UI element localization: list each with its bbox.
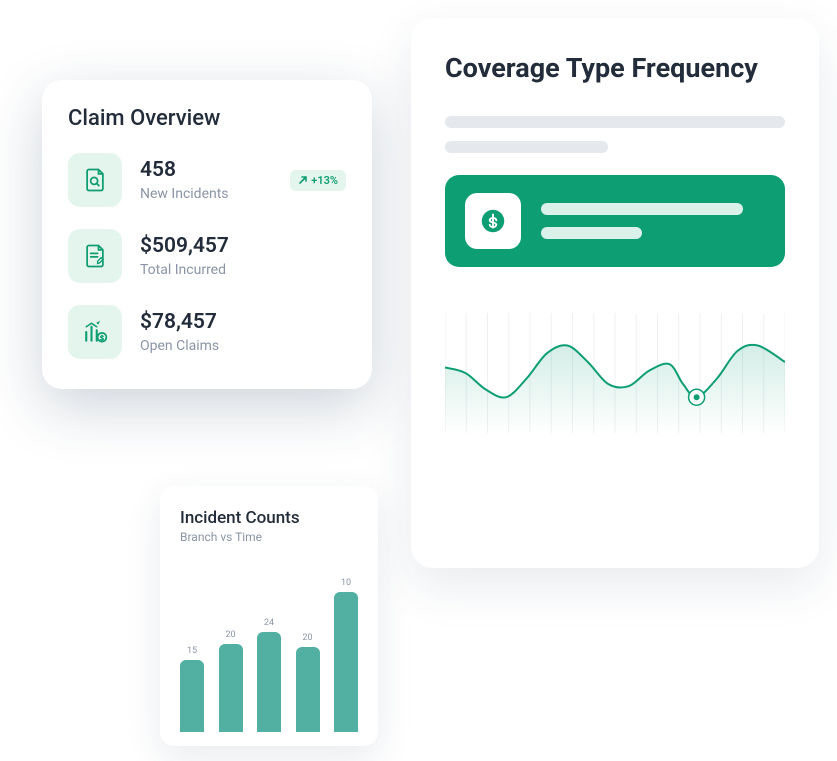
bar-value-label: 15: [187, 646, 197, 656]
dollar-circle-icon: [465, 193, 521, 249]
bar-value-label: 24: [264, 618, 274, 628]
trend-badge: +13%: [290, 170, 346, 191]
skeleton-line: [445, 141, 608, 153]
coverage-highlight: [445, 175, 785, 267]
skeleton-line: [541, 203, 743, 215]
claim-overview-title: Claim Overview: [68, 106, 346, 131]
bar-col: 15: [180, 646, 204, 732]
bar-value-label: 10: [341, 578, 351, 588]
bar-dollar-icon: [68, 305, 122, 359]
metric-value: 458: [140, 158, 290, 183]
bar-col: 10: [334, 578, 358, 732]
sparkline-svg: [445, 313, 785, 433]
metric-label: New Incidents: [140, 186, 290, 202]
bar: [180, 660, 204, 732]
metric-text: 458 New Incidents: [140, 158, 290, 201]
coverage-card: Coverage Type Frequency: [411, 18, 819, 568]
bar-col: 24: [257, 618, 281, 732]
bar-value-label: 20: [302, 633, 312, 643]
coverage-sparkline: [445, 313, 785, 433]
incidents-subtitle: Branch vs Time: [180, 530, 358, 544]
metric-row-total-incurred: $509,457 Total Incurred: [68, 229, 346, 283]
metric-row-open-claims: $78,457 Open Claims: [68, 305, 346, 359]
skeleton-line: [541, 227, 642, 239]
search-doc-icon-svg: [81, 166, 109, 194]
dollar-circle-icon-svg: [478, 206, 508, 236]
metric-text: $509,457 Total Incurred: [140, 234, 346, 277]
bar: [296, 647, 320, 732]
coverage-title: Coverage Type Frequency: [445, 52, 785, 86]
incidents-title: Incident Counts: [180, 508, 358, 528]
metric-row-new-incidents: 458 New Incidents +13%: [68, 153, 346, 207]
edit-doc-icon-svg: [81, 242, 109, 270]
search-doc-icon: [68, 153, 122, 207]
incidents-card: Incident Counts Branch vs Time 152024201…: [160, 486, 378, 746]
metric-value: $509,457: [140, 234, 346, 259]
bar-value-label: 20: [225, 630, 235, 640]
bar-col: 20: [219, 630, 243, 732]
highlight-lines: [541, 203, 765, 239]
bar: [334, 592, 358, 732]
metric-value: $78,457: [140, 310, 346, 335]
bar: [257, 632, 281, 732]
bar-col: 20: [296, 633, 320, 732]
trend-text: +13%: [311, 174, 338, 187]
bar: [219, 644, 243, 732]
claim-overview-card: Claim Overview 458 New Incidents +13%: [42, 80, 372, 389]
metric-text: $78,457 Open Claims: [140, 310, 346, 353]
sparkline-marker: [689, 389, 705, 405]
metric-label: Open Claims: [140, 338, 346, 354]
bar-dollar-icon-svg: [81, 318, 109, 346]
edit-doc-icon: [68, 229, 122, 283]
metric-label: Total Incurred: [140, 262, 346, 278]
arrow-up-right-icon: [298, 175, 308, 185]
incidents-bar-chart: 15 20 24 20 10: [180, 572, 358, 732]
skeleton-line: [445, 116, 785, 128]
